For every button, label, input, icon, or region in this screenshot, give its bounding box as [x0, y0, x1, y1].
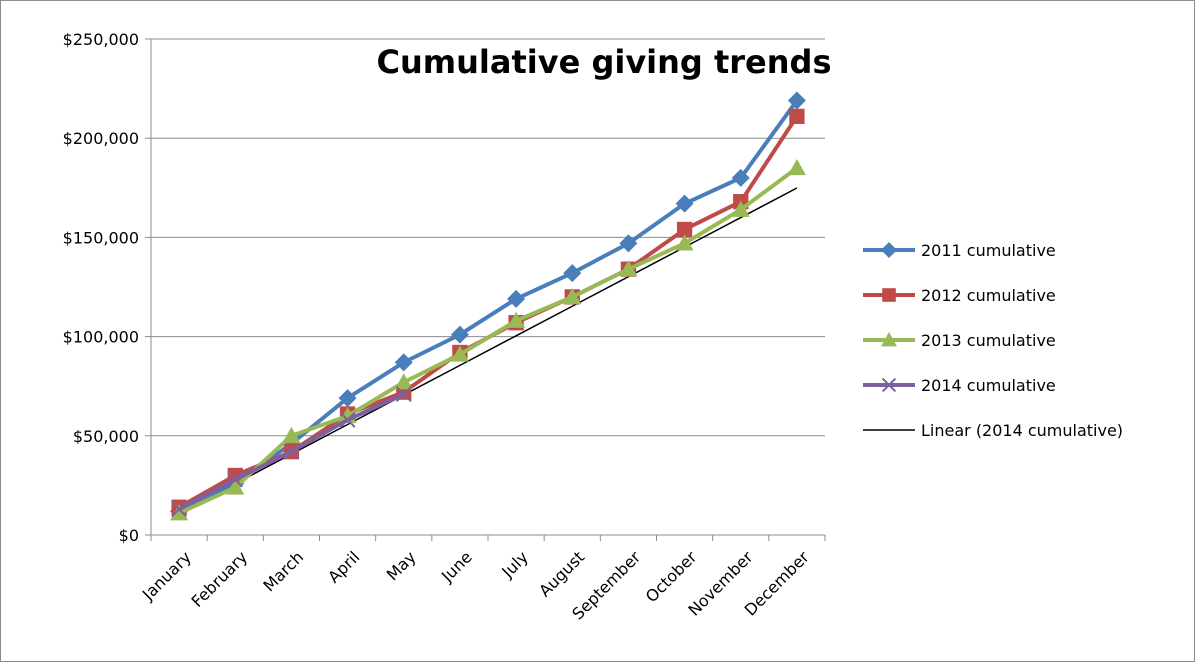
data-point	[450, 325, 469, 344]
data-point	[395, 386, 412, 403]
series-1	[170, 91, 806, 521]
data-point	[676, 221, 693, 238]
series-group	[170, 91, 806, 521]
data-point	[731, 200, 750, 217]
series-4	[171, 386, 412, 518]
data-point	[338, 389, 357, 408]
data-point	[450, 345, 469, 362]
legend-item: Linear (2014 cumulative)	[863, 421, 1123, 440]
series-2	[171, 108, 805, 515]
data-point	[563, 264, 582, 283]
data-point	[675, 234, 694, 251]
data-point	[170, 504, 189, 521]
x-tick-label: October	[642, 547, 701, 606]
x-tick-label: January	[138, 547, 195, 604]
y-axis-ticks: $0 $50,000 $100,000 $150,000 $200,000 $250,00…	[63, 30, 151, 545]
x-tick-label: May	[383, 547, 420, 584]
series-3	[170, 158, 806, 521]
x-tick-label: June	[437, 547, 476, 586]
x-tick-label: August	[535, 547, 588, 600]
data-point	[226, 478, 245, 495]
data-point	[394, 373, 413, 390]
legend-label: 2014 cumulative	[921, 376, 1056, 395]
y-tick-label: $200,000	[63, 129, 139, 148]
legend-label: 2011 cumulative	[921, 241, 1056, 260]
data-point	[227, 471, 244, 488]
series-line	[178, 99, 799, 513]
data-point	[507, 289, 526, 308]
legend-item: 2011 cumulative	[863, 241, 1056, 260]
series-line	[178, 115, 799, 509]
x-tick-label: March	[259, 547, 307, 595]
data-point	[619, 234, 638, 253]
data-point	[507, 311, 526, 328]
legend-item: 2013 cumulative	[863, 331, 1056, 350]
data-point	[171, 501, 187, 518]
y-tick-label: $150,000	[63, 228, 139, 247]
legend-marker	[882, 288, 896, 302]
x-tick-label: February	[188, 547, 252, 611]
y-tick-label: $0	[119, 526, 139, 545]
legend-label: 2013 cumulative	[921, 331, 1056, 350]
legend-marker	[881, 377, 897, 393]
data-point	[563, 287, 582, 305]
legend: 2011 cumulative 2012 cumulative 2013 cumul…	[863, 241, 1123, 440]
data-point	[675, 194, 694, 213]
series-5	[178, 187, 798, 514]
x-tick-label: April	[324, 547, 363, 586]
legend-label: Linear (2014 cumulative)	[921, 421, 1123, 440]
series-line	[178, 166, 799, 515]
data-point	[787, 158, 806, 176]
data-point	[619, 260, 638, 277]
y-tick-label: $250,000	[63, 30, 139, 49]
data-point	[283, 443, 300, 460]
y-tick-label: $100,000	[63, 328, 139, 347]
legend-item: 2014 cumulative	[863, 376, 1056, 395]
data-point	[731, 168, 750, 187]
legend-marker	[881, 242, 897, 258]
trendline	[178, 187, 798, 514]
data-point	[339, 412, 356, 428]
legend-label: 2012 cumulative	[921, 286, 1056, 305]
legend-marker	[881, 332, 897, 347]
data-point	[789, 108, 805, 125]
x-tick-label: July	[497, 547, 531, 581]
gridlines	[151, 38, 825, 437]
data-point	[282, 426, 301, 443]
legend-item: 2012 cumulative	[863, 286, 1056, 305]
chart-title: Cumulative giving trends	[377, 43, 832, 81]
data-point	[787, 91, 806, 110]
data-point	[394, 353, 413, 372]
axes	[150, 39, 825, 536]
y-tick-label: $50,000	[73, 427, 139, 446]
